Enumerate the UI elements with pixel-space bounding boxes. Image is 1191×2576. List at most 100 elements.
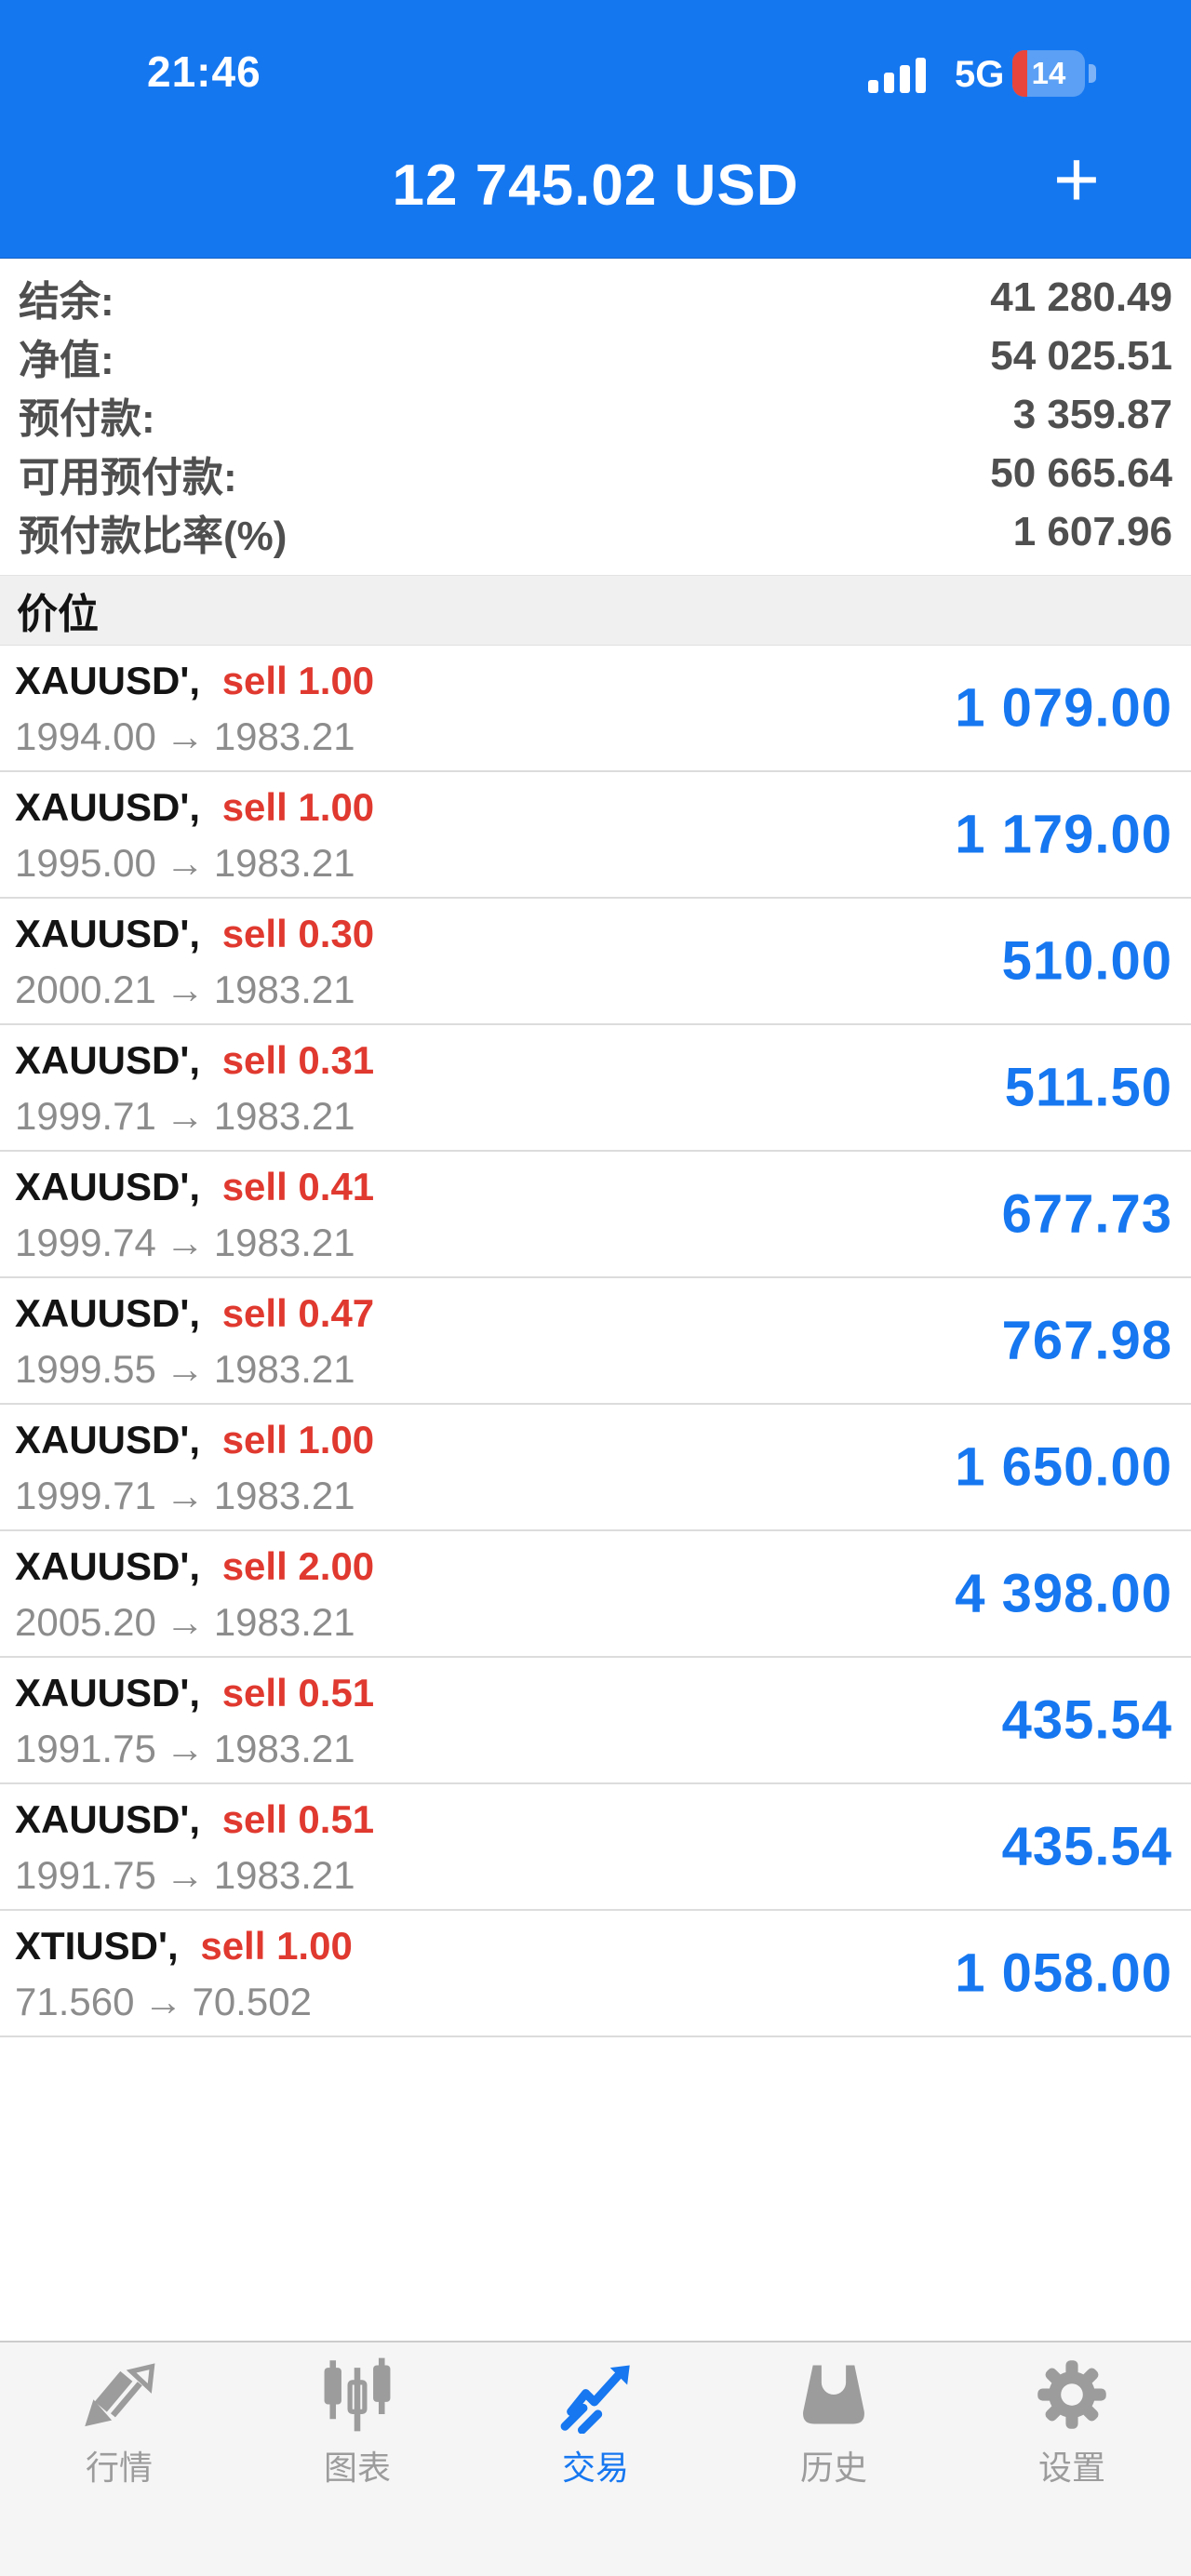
position-side-volume: sell 0.41 xyxy=(221,1165,375,1208)
trade-trend-arrow-icon xyxy=(560,2365,630,2434)
app-header: 21:46 5G 14 12 745.02 USD + xyxy=(0,0,1191,259)
arrow-right-icon: → xyxy=(165,1600,205,1644)
position-header-line: XAUUSD', sell 0.51 xyxy=(15,1671,374,1715)
position-profit: 767.98 xyxy=(1001,1310,1172,1371)
position-symbol: XAUUSD', xyxy=(15,1418,201,1462)
position-open-price: 1991.75 xyxy=(15,1853,156,1897)
position-profit: 4 398.00 xyxy=(955,1563,1172,1624)
account-summary-row: 净值: 54 025.51 xyxy=(0,327,1191,385)
position-price-line: 1999.55 → 1983.21 xyxy=(15,1347,355,1392)
position-open-price: 1994.00 xyxy=(15,714,156,758)
quotes-arrows-icon xyxy=(85,2363,155,2427)
position-profit: 677.73 xyxy=(1001,1183,1172,1245)
position-current-price: 1983.21 xyxy=(213,714,355,758)
battery-cap xyxy=(1089,64,1096,83)
summary-label: 预付款比率(%) xyxy=(19,513,288,559)
arrow-right-icon: → xyxy=(165,714,205,758)
bottom-tab-bar: 行情 图表 xyxy=(0,2341,1191,2576)
position-row[interactable]: XAUUSD', sell 0.30 2000.21 → 1983.21 510.0… xyxy=(0,899,1191,1025)
tab-trade[interactable]: 交易 xyxy=(476,2356,715,2504)
account-summary-row: 预付款比率(%) 1 607.96 xyxy=(0,502,1191,561)
tab-charts[interactable]: 图表 xyxy=(238,2356,476,2504)
position-profit: 1 079.00 xyxy=(955,677,1172,739)
battery-low-icon: 14 xyxy=(1012,50,1085,97)
position-symbol: XAUUSD', xyxy=(15,1291,201,1335)
arrow-right-icon: → xyxy=(165,1474,205,1517)
summary-value: 41 280.49 xyxy=(990,274,1172,320)
positions-section-header: 价位 xyxy=(0,575,1191,646)
position-side-volume: sell 0.31 xyxy=(221,1038,375,1082)
add-order-button[interactable]: + xyxy=(1052,135,1101,224)
position-symbol: XTIUSD', xyxy=(15,1924,179,1968)
position-row[interactable]: XAUUSD', sell 0.51 1991.75 → 1983.21 435.5… xyxy=(0,1658,1191,1784)
position-price-line: 1994.00 → 1983.21 xyxy=(15,714,355,759)
tab-history[interactable]: 历史 xyxy=(715,2356,953,2504)
summary-label: 可用预付款: xyxy=(19,454,237,501)
summary-value: 1 607.96 xyxy=(1012,508,1172,554)
position-side-volume: sell 1.00 xyxy=(221,785,375,829)
battery-level-fill xyxy=(1012,50,1027,97)
tab-settings[interactable]: 设置 xyxy=(953,2356,1191,2504)
tab-charts-label: 图表 xyxy=(323,2449,391,2487)
summary-value: 3 359.87 xyxy=(1012,391,1172,437)
position-price-line: 1991.75 → 1983.21 xyxy=(15,1853,355,1898)
arrow-right-icon: → xyxy=(165,968,205,1011)
position-current-price: 1983.21 xyxy=(213,1853,355,1897)
position-row[interactable]: XAUUSD', sell 1.00 1999.71 → 1983.21 1 650… xyxy=(0,1405,1191,1531)
position-open-price: 1999.71 xyxy=(15,1094,156,1138)
position-row[interactable]: XAUUSD', sell 1.00 1994.00 → 1983.21 1 079… xyxy=(0,646,1191,772)
positions-list[interactable]: XAUUSD', sell 1.00 1994.00 → 1983.21 1 079… xyxy=(0,646,1191,2037)
position-row[interactable]: XTIUSD', sell 1.00 71.560 → 70.502 1 058.0… xyxy=(0,1911,1191,2037)
position-symbol: XAUUSD', xyxy=(15,1797,201,1841)
tab-history-label: 历史 xyxy=(799,2449,867,2487)
position-current-price: 1983.21 xyxy=(213,1474,355,1517)
position-current-price: 1983.21 xyxy=(213,841,355,885)
account-summary-row: 可用预付款: 50 665.64 xyxy=(0,444,1191,502)
position-profit: 435.54 xyxy=(1001,1816,1172,1877)
summary-label: 结余: xyxy=(19,278,114,325)
position-current-price: 1983.21 xyxy=(213,1727,355,1770)
arrow-right-icon: → xyxy=(165,1347,205,1391)
position-row[interactable]: XAUUSD', sell 0.41 1999.74 → 1983.21 677.7… xyxy=(0,1152,1191,1278)
summary-label: 预付款: xyxy=(19,395,155,442)
position-current-price: 1983.21 xyxy=(213,1347,355,1391)
account-balance-title: 12 745.02 USD xyxy=(392,153,799,218)
position-header-line: XAUUSD', sell 0.47 xyxy=(15,1291,374,1336)
position-symbol: XAUUSD', xyxy=(15,1544,201,1588)
position-current-price: 70.502 xyxy=(192,1980,312,2023)
position-side-volume: sell 0.30 xyxy=(221,912,375,955)
position-open-price: 2005.20 xyxy=(15,1600,156,1644)
position-price-line: 1999.74 → 1983.21 xyxy=(15,1221,355,1265)
position-row[interactable]: XAUUSD', sell 0.51 1991.75 → 1983.21 435.5… xyxy=(0,1784,1191,1911)
position-header-line: XAUUSD', sell 2.00 xyxy=(15,1544,374,1589)
tab-quotes-label: 行情 xyxy=(85,2449,153,2487)
account-summary: 结余: 41 280.49 净值: 54 025.51 预付款: 3 359.8… xyxy=(0,264,1191,561)
candlestick-chart-icon xyxy=(324,2357,391,2432)
position-header-line: XAUUSD', sell 0.30 xyxy=(15,912,374,956)
position-price-line: 2005.20 → 1983.21 xyxy=(15,1600,355,1645)
arrow-right-icon: → xyxy=(165,841,205,885)
position-current-price: 1983.21 xyxy=(213,1600,355,1644)
position-row[interactable]: XAUUSD', sell 0.31 1999.71 → 1983.21 511.5… xyxy=(0,1025,1191,1152)
position-row[interactable]: XAUUSD', sell 2.00 2005.20 → 1983.21 4 398… xyxy=(0,1531,1191,1658)
summary-value: 50 665.64 xyxy=(990,449,1172,496)
position-price-line: 2000.21 → 1983.21 xyxy=(15,968,355,1012)
tab-quotes[interactable]: 行情 xyxy=(0,2356,238,2504)
tab-settings-label: 设置 xyxy=(1037,2449,1105,2487)
network-type-label: 5G xyxy=(955,54,1005,95)
position-header-line: XTIUSD', sell 1.00 xyxy=(15,1924,353,1969)
position-side-volume: sell 1.00 xyxy=(200,1924,353,1968)
position-row[interactable]: XAUUSD', sell 0.47 1999.55 → 1983.21 767.9… xyxy=(0,1278,1191,1405)
arrow-right-icon: → xyxy=(165,1094,205,1138)
position-open-price: 1995.00 xyxy=(15,841,156,885)
history-tray-icon xyxy=(803,2365,864,2424)
position-header-line: XAUUSD', sell 1.00 xyxy=(15,659,374,703)
position-side-volume: sell 2.00 xyxy=(221,1544,375,1588)
position-side-volume: sell 1.00 xyxy=(221,659,375,702)
position-side-volume: sell 0.51 xyxy=(221,1797,375,1841)
status-time: 21:46 xyxy=(147,47,261,96)
position-row[interactable]: XAUUSD', sell 1.00 1995.00 → 1983.21 1 179… xyxy=(0,772,1191,899)
arrow-right-icon: → xyxy=(165,1727,205,1770)
position-open-price: 1999.71 xyxy=(15,1474,156,1517)
